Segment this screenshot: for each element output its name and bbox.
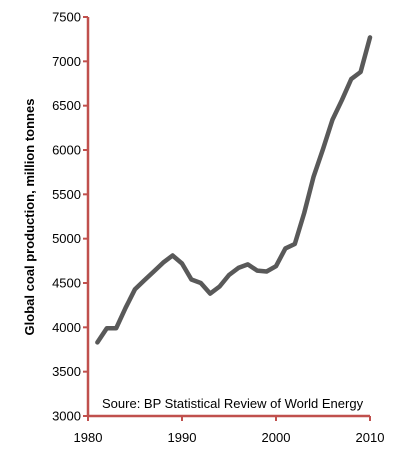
y-tick-label: 5500 (52, 187, 81, 202)
y-axis-label: Global coal production, million tonnes (22, 99, 37, 336)
y-axis: 3000 3500 4000 4500 5000 5500 6000 6500 7000 7500 (52, 10, 90, 424)
y-tick-label: 7000 (52, 54, 81, 69)
y-tick-label: 4000 (52, 320, 81, 335)
series-line (95, 35, 373, 345)
y-tick-label: 6500 (52, 98, 81, 113)
y-tick-label: 5000 (52, 231, 81, 246)
y-tick-label: 3500 (52, 364, 81, 379)
y-tick-label: 4500 (52, 276, 81, 291)
x-axis: 1980 1990 2000 2010 (74, 414, 385, 445)
y-tick-label: 6000 (52, 143, 81, 158)
x-tick-label: 1980 (74, 430, 103, 445)
y-tick-label: 7500 (52, 10, 81, 25)
source-annotation: Soure: BP Statistical Review of World En… (102, 396, 364, 411)
x-tick-label: 2010 (356, 430, 385, 445)
x-tick-label: 1990 (168, 430, 197, 445)
x-tick-label: 2000 (262, 430, 291, 445)
y-tick-label: 3000 (52, 409, 81, 424)
